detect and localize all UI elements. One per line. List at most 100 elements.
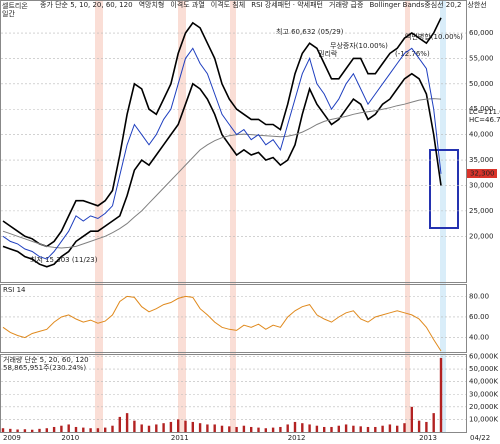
legend-item: 역망치형	[139, 0, 165, 9]
y-tick-label: 45,000	[469, 105, 494, 113]
legend-item: Bollinger Bands중심선 20,2	[369, 0, 461, 9]
series-line	[2, 72, 442, 268]
bar	[155, 424, 158, 432]
bar	[133, 420, 136, 432]
bar	[1, 428, 5, 432]
bar	[352, 425, 355, 432]
y-tick-label: 35,000	[469, 156, 494, 164]
bar	[425, 421, 428, 432]
volume-panel	[0, 354, 467, 433]
y-tick-label: 60,000K	[469, 353, 498, 361]
annotation: 최저 15,303 (11/23)	[30, 255, 98, 264]
bar	[184, 420, 187, 432]
bar	[257, 427, 260, 432]
period: 일간	[2, 9, 15, 18]
bar	[279, 426, 282, 432]
bar	[403, 423, 406, 432]
highlight-band	[178, 0, 186, 432]
bar	[60, 425, 63, 432]
annotation: 최고 60,632 (05/29)	[276, 27, 344, 36]
bar	[31, 429, 34, 432]
panel-title: 거래량 단순 5, 20, 60, 120	[3, 355, 89, 364]
axis-note: LC=111.00	[469, 108, 500, 116]
bar	[16, 429, 19, 432]
panel-title: RSI 14	[3, 286, 26, 294]
x-tick-label: 2010	[61, 434, 79, 442]
y-tick-label: 40.00	[469, 334, 489, 342]
x-tick-label: 2013	[419, 434, 437, 442]
bar	[23, 429, 27, 432]
y-tick-label: 80.00	[469, 292, 489, 300]
x-tick-label: 2011	[171, 434, 189, 442]
bar	[271, 427, 275, 432]
annotation: 권리락	[318, 49, 338, 58]
y-tick-label: 60,000	[469, 29, 494, 37]
bar	[125, 413, 129, 432]
bar	[330, 426, 333, 432]
y-tick-label: 10,000K	[469, 415, 498, 423]
y-tick-label: 40,000K	[469, 378, 498, 386]
series-line	[2, 47, 442, 260]
bar	[235, 426, 238, 432]
legend-item: 거래량 급증	[329, 0, 364, 9]
legend-item: RSI 강세패턴 · 약세패턴	[251, 0, 323, 9]
bar	[308, 424, 311, 432]
y-tick-label: 60.00	[469, 313, 489, 321]
bar	[359, 426, 362, 432]
panel-note: 58,865,951주(230.24%)	[3, 364, 86, 372]
legend-item: 상한선	[467, 0, 486, 9]
series-line	[2, 295, 442, 352]
legend-item: 종가 단순 5, 10, 20, 60, 120	[40, 0, 133, 9]
bar	[220, 425, 224, 432]
bar	[9, 428, 12, 432]
bar	[242, 425, 246, 432]
bar	[67, 424, 70, 432]
bar	[286, 424, 289, 432]
bar	[388, 424, 392, 432]
bar	[162, 423, 165, 432]
bar	[315, 425, 319, 432]
series-line	[2, 98, 442, 249]
bar	[140, 424, 143, 432]
bar	[52, 426, 56, 432]
x-tick-label: 2009	[3, 434, 21, 442]
highlight-band	[95, 0, 103, 432]
annotation: 무상증자(10.00%)	[330, 41, 388, 50]
bar	[89, 428, 92, 432]
bar	[147, 425, 151, 432]
bar	[111, 425, 114, 432]
y-tick-label: 40,000	[469, 131, 494, 139]
bar	[323, 426, 326, 432]
legend-item: 이격도 침체	[211, 0, 245, 9]
price-panel	[0, 0, 467, 283]
bar	[198, 423, 202, 432]
bar	[74, 426, 78, 432]
y-tick-label: 50,000	[469, 80, 494, 88]
annotation: (-12.76%)	[395, 50, 430, 58]
highlight-band	[440, 0, 446, 432]
y-tick-label: 55,000	[469, 54, 494, 62]
rsi-panel	[0, 284, 467, 353]
x-tick-label: 2012	[288, 434, 306, 442]
bar	[228, 426, 231, 432]
bar	[169, 421, 173, 432]
bar	[213, 424, 216, 432]
stock-name: 셀트리온	[2, 1, 28, 10]
x-end-label: 04/22	[470, 434, 490, 442]
bar	[293, 421, 297, 432]
bar	[337, 425, 340, 432]
y-tick-label: 20,000K	[469, 403, 498, 411]
bar	[439, 357, 443, 432]
y-tick-label: 25,000	[469, 207, 494, 215]
bar	[206, 424, 209, 432]
highlight-band	[405, 0, 410, 432]
bar	[381, 425, 384, 432]
last-price: 32,300	[470, 170, 495, 178]
bar	[417, 420, 421, 432]
axis-note: HC=46.73	[469, 116, 500, 124]
series-line	[2, 17, 442, 248]
bar	[191, 421, 194, 432]
annotation: 액면병합(10.00%)	[405, 32, 463, 41]
